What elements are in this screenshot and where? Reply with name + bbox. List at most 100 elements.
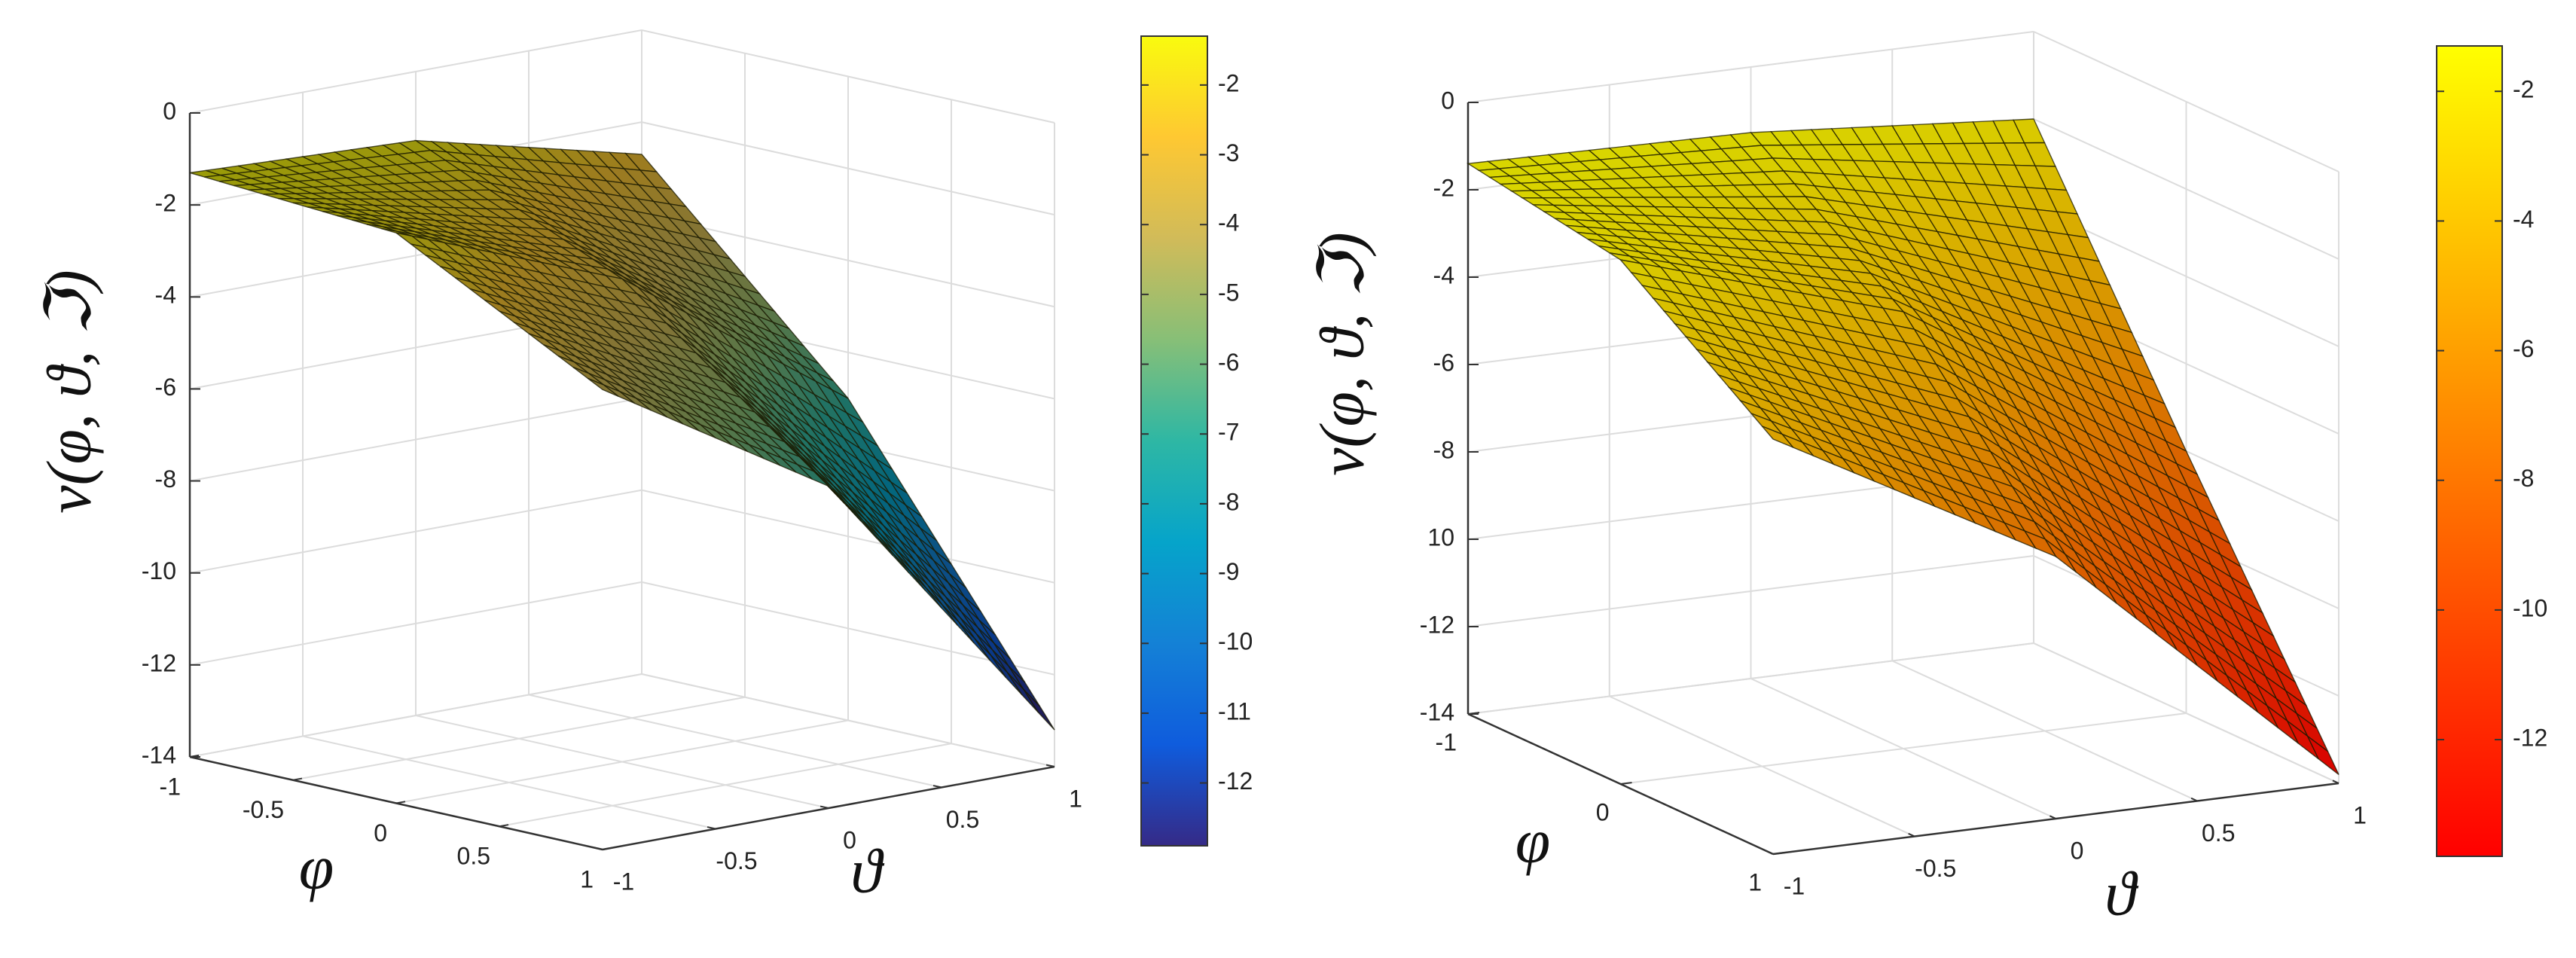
y-tick bbox=[2049, 815, 2056, 819]
z-tick-label: -6 bbox=[1433, 349, 1454, 376]
grid-line bbox=[1609, 695, 1915, 837]
x-tick-label: 0 bbox=[1596, 798, 1610, 825]
y-tick-label: 0.5 bbox=[2202, 819, 2235, 847]
z-tick-label: 0 bbox=[163, 97, 176, 124]
z-tick-label: -4 bbox=[1433, 261, 1454, 288]
y-tick-label: 1 bbox=[2353, 801, 2367, 828]
colorbar-tick-label: -12 bbox=[1218, 767, 1253, 795]
z-tick-label: -4 bbox=[155, 282, 176, 309]
x-tick-label: 1 bbox=[1748, 868, 1762, 895]
surface-facet bbox=[1023, 688, 1055, 731]
colorbar-tick-label: -4 bbox=[1218, 209, 1239, 236]
y-tick bbox=[707, 826, 716, 830]
colorbar-tick-label: -2 bbox=[1218, 69, 1239, 96]
colorbar bbox=[1140, 35, 1208, 847]
surface-facet bbox=[2023, 529, 2058, 558]
grid-line bbox=[528, 694, 942, 789]
y-tick bbox=[1908, 832, 1915, 837]
y-axis-label: ϑ bbox=[850, 836, 884, 906]
colorbar-tick-label: -7 bbox=[1218, 419, 1239, 446]
y-tick-label: -1 bbox=[613, 868, 634, 895]
x-axis-label: φ bbox=[299, 832, 334, 902]
colorbar-tick-label: -12 bbox=[2513, 725, 2547, 752]
z-tick-label: -12 bbox=[142, 649, 176, 676]
surface-patch bbox=[395, 232, 829, 487]
colorbar-tick-label: -8 bbox=[2513, 465, 2534, 492]
z-tick-label: 0 bbox=[1441, 87, 1454, 114]
surface-chart: 0 -2 -4 -6 -8 -10 -12 -14 -1 -0.5 0 0.5 1 -1 -0.5 0 0.5 1… bbox=[34, 29, 1253, 906]
colorbar-tick-label: -6 bbox=[2513, 335, 2534, 362]
z-tick-label: -10 bbox=[142, 557, 176, 584]
z-tick-label: -8 bbox=[1433, 436, 1454, 463]
x-tick bbox=[189, 754, 200, 758]
colorbar-tick-label: -8 bbox=[1218, 488, 1239, 515]
z-tick-label: -6 bbox=[155, 374, 176, 401]
colorbar-tick-label: -4 bbox=[2513, 206, 2534, 233]
z-tick-label: -14 bbox=[1420, 698, 1454, 725]
z-axis-label: ν(φ, ϑ, ℑ) bbox=[34, 270, 104, 514]
colorbar-tick-label: -9 bbox=[1218, 558, 1239, 585]
z-tick-label: -2 bbox=[155, 190, 176, 217]
surface-patch bbox=[1902, 310, 2339, 775]
grid-line bbox=[415, 715, 829, 809]
y-tick-label: -1 bbox=[1784, 872, 1805, 899]
y-tick-label: 1 bbox=[1069, 785, 1082, 812]
z-tick-label: -2 bbox=[1433, 174, 1454, 201]
grid-line bbox=[641, 673, 1055, 767]
colorbar-tick-label: -10 bbox=[1218, 628, 1253, 655]
colorbar-tick-label: -6 bbox=[1218, 349, 1239, 376]
grid-line bbox=[302, 735, 716, 830]
surface-patch bbox=[1750, 118, 2187, 453]
y-tick bbox=[1045, 764, 1055, 767]
x-tick-label: -1 bbox=[1436, 728, 1457, 755]
y-tick bbox=[2332, 780, 2339, 784]
surface-patch bbox=[1466, 132, 1905, 313]
z-tick-label: 10 bbox=[1427, 523, 1454, 551]
y-tick-label: 0 bbox=[2071, 837, 2084, 864]
z-tick-label: -14 bbox=[142, 741, 176, 768]
x-tick-label: 0.5 bbox=[457, 843, 490, 870]
x-axis-label: φ bbox=[1515, 806, 1550, 876]
y-tick bbox=[2190, 797, 2198, 802]
colorbar-tick-label: -3 bbox=[1218, 139, 1239, 166]
x-tick bbox=[499, 824, 509, 828]
surface-facet bbox=[797, 464, 829, 487]
colorbar-tick-label: -11 bbox=[1218, 697, 1251, 725]
y-tick-label: -0.5 bbox=[1915, 855, 1956, 882]
x-tick bbox=[292, 777, 303, 781]
x-tick-label: 0 bbox=[374, 819, 387, 847]
x-tick bbox=[1620, 782, 1632, 785]
grid-line bbox=[2033, 642, 2339, 784]
y-tick-label: 0 bbox=[843, 826, 856, 853]
y-tick bbox=[819, 805, 829, 809]
grid-line bbox=[1891, 660, 2198, 802]
colorbar-tick-label: -2 bbox=[2513, 76, 2534, 103]
colorbar-tick-label: -5 bbox=[1218, 279, 1239, 306]
x-tick-label: -0.5 bbox=[243, 796, 284, 823]
x-tick bbox=[395, 801, 406, 804]
y-tick bbox=[594, 847, 603, 850]
x-tick-label: -1 bbox=[160, 773, 181, 800]
x-tick bbox=[1772, 852, 1785, 855]
y-tick-label: 0.5 bbox=[946, 806, 979, 833]
colorbar-tick-label: -10 bbox=[2513, 594, 2547, 621]
surface-facet bbox=[2307, 736, 2339, 775]
y-tick bbox=[932, 785, 942, 789]
y-axis-label: ϑ bbox=[2104, 859, 2138, 929]
surface-patch bbox=[621, 278, 1055, 731]
grid-line bbox=[1750, 678, 2056, 819]
x-tick bbox=[1467, 712, 1480, 715]
z-tick-label: -12 bbox=[1420, 611, 1454, 638]
colorbar bbox=[2436, 45, 2503, 857]
surface-chart: 0-2-4-6-810-12-14-101 -1-0.500.51ν(φ, ϑ, … bbox=[1307, 31, 2547, 929]
x-tick-label: 1 bbox=[580, 865, 594, 892]
y-tick-label: -0.5 bbox=[716, 847, 757, 874]
y-tick bbox=[1766, 850, 1774, 855]
z-tick-label: -8 bbox=[155, 465, 176, 493]
surface-patch bbox=[189, 139, 623, 279]
x-tick bbox=[602, 847, 612, 850]
surface-patch bbox=[1619, 258, 2058, 558]
z-axis-label: ν(φ, ϑ, ℑ) bbox=[1307, 232, 1377, 476]
